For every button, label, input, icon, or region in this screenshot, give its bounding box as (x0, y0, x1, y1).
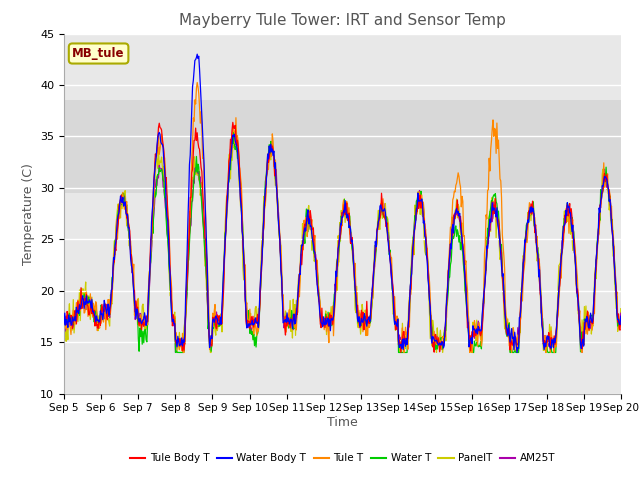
Legend: Tule Body T, Water Body T, Tule T, Water T, PanelT, AM25T: Tule Body T, Water Body T, Tule T, Water… (125, 449, 559, 468)
Title: Mayberry Tule Tower: IRT and Sensor Temp: Mayberry Tule Tower: IRT and Sensor Temp (179, 13, 506, 28)
Text: MB_tule: MB_tule (72, 47, 125, 60)
X-axis label: Time: Time (327, 416, 358, 429)
Y-axis label: Temperature (C): Temperature (C) (22, 163, 35, 264)
Bar (64, 100, 621, 193)
